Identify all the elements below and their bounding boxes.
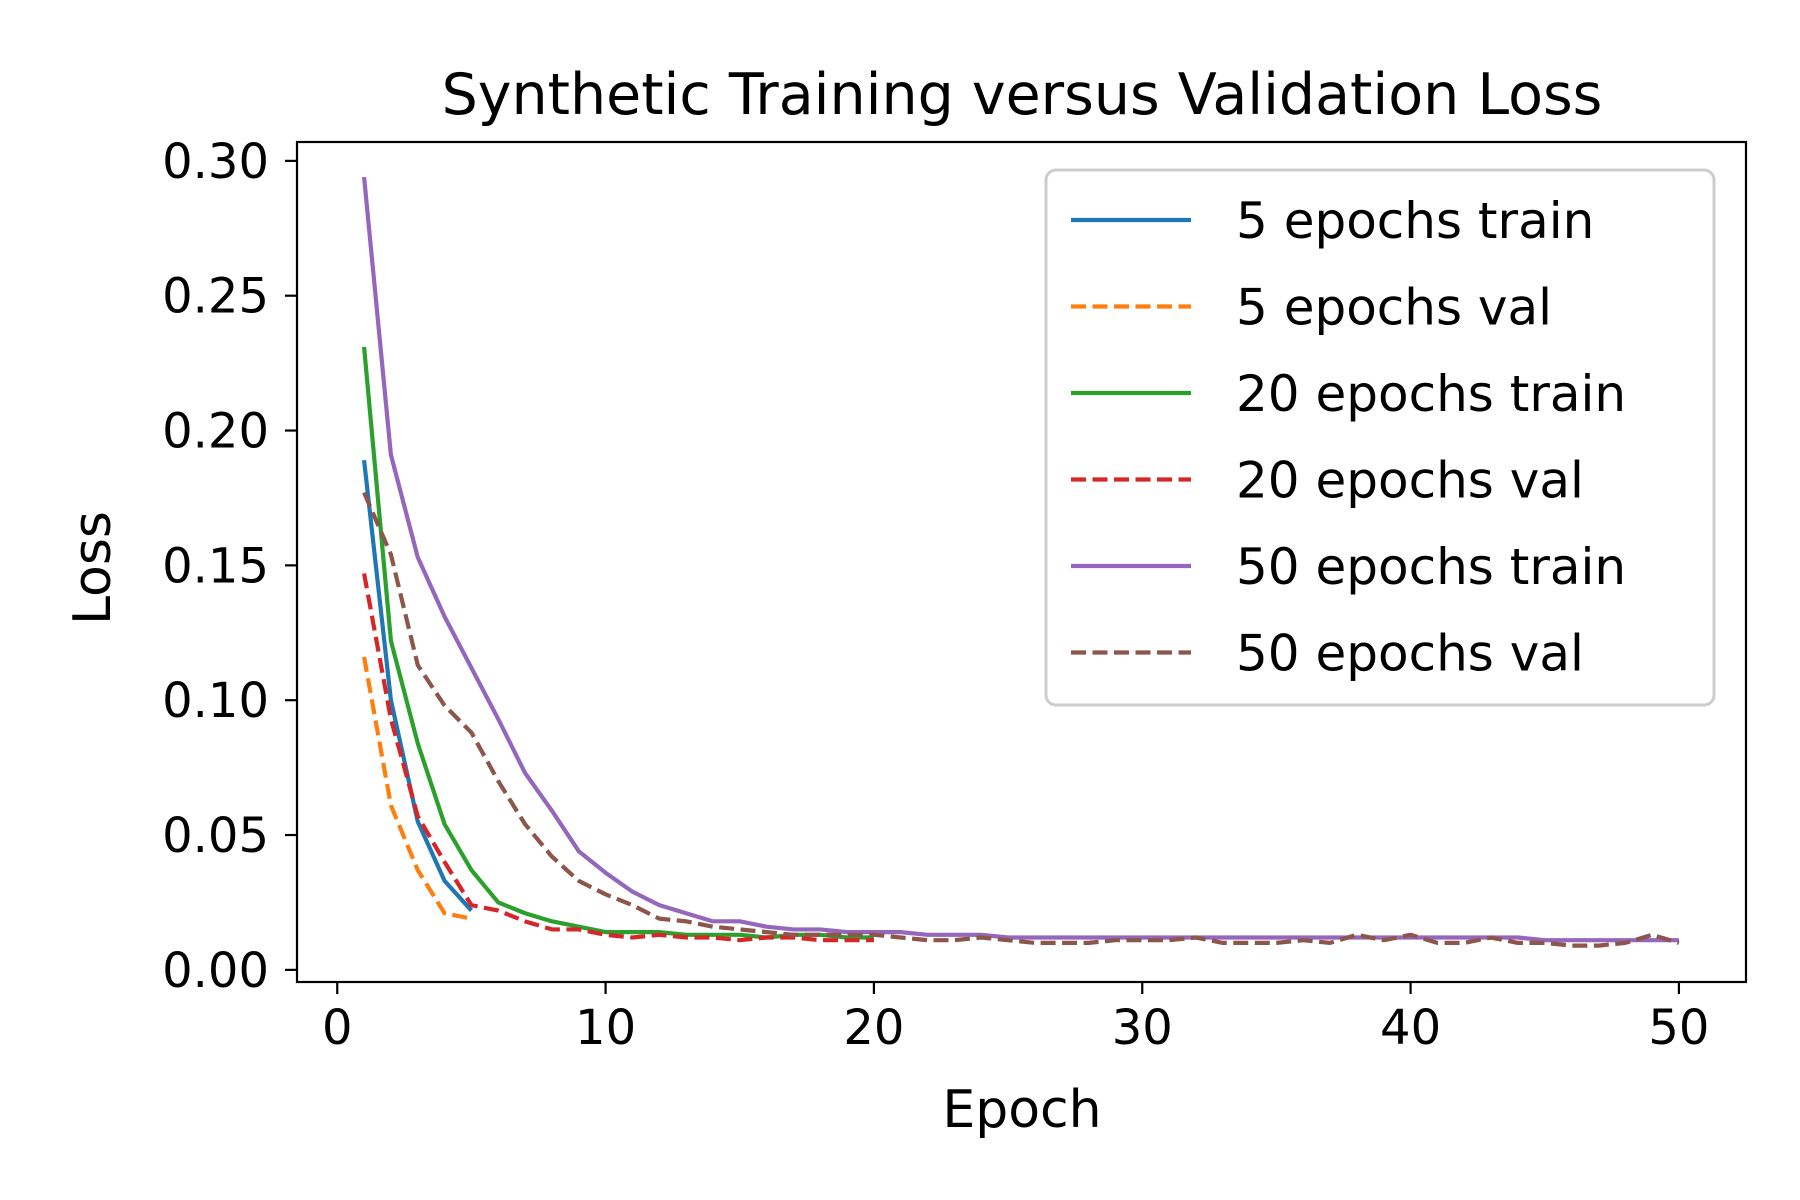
legend: 5 epochs train 5 epochs val 20 epochs trai… [1044,168,1716,707]
series-line-50-epochs-train [361,176,1679,943]
series-line-50-epochs-val [362,491,1680,948]
x-tick-label: 30 [1112,1000,1173,1056]
x-axis: 0 10 20 30 40 50 [322,982,1709,1056]
y-tick-label: 0.25 [162,269,269,325]
y-axis-label: Loss [63,511,123,625]
x-tick-label: 10 [575,1000,636,1056]
y-tick-label: 0.00 [162,943,269,999]
legend-label: 20 epochs val [1236,452,1584,510]
x-axis-label: Epoch [942,1080,1101,1140]
legend-label: 5 epochs train [1236,192,1594,250]
series-line-5-epochs-train [361,459,473,912]
plot-frame [295,140,1748,984]
series-line-20-epochs-val [362,573,874,943]
y-tick-label: 0.10 [162,673,269,729]
y-tick-label: 0.15 [162,538,269,594]
series-layer [361,176,1680,948]
legend-label: 50 epochs train [1236,538,1626,596]
legend-label: 5 epochs val [1236,279,1552,337]
x-tick-label: 50 [1648,1000,1709,1056]
chart-title: Synthetic Training versus Validation Los… [442,62,1603,128]
legend-label: 50 epochs val [1236,625,1584,683]
legend-items: 5 epochs train 5 epochs val 20 epochs trai… [1071,192,1626,683]
y-tick-label: 0.30 [162,134,269,190]
x-tick-label: 0 [322,1000,353,1056]
x-tick-label: 40 [1380,1000,1441,1056]
legend-box [1044,168,1716,707]
y-axis: 0.00 0.05 0.10 0.15 0.20 0.25 0.30 [162,134,297,999]
y-tick-label: 0.05 [162,808,269,864]
series-line-5-epochs-val [362,656,472,921]
legend-label: 20 epochs train [1236,365,1626,423]
plot-area [295,140,1748,984]
y-tick-label: 0.20 [162,404,269,460]
x-tick-label: 20 [843,1000,904,1056]
